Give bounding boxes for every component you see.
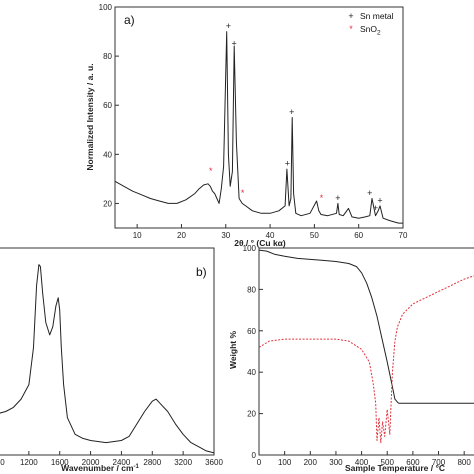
x-tick-label: 300	[329, 458, 343, 467]
y-tick-label: 80	[247, 285, 256, 294]
x-tick-label: 600	[406, 458, 420, 467]
tga-plot-frame	[258, 247, 474, 456]
x-tick-label: 20	[177, 231, 186, 240]
x-tick-label: 2800	[143, 458, 161, 467]
peak-marker: +	[289, 107, 294, 117]
xrd-plot-frame	[114, 6, 404, 229]
tga-x-axis-label: Sample Temperature / °C	[345, 463, 445, 473]
peak-marker: *	[241, 188, 245, 198]
y-tick-label: 20	[103, 199, 112, 208]
xrd-legend: + Sn metal * SnO2	[348, 11, 393, 37]
x-tick-label: 2400	[113, 458, 131, 467]
ir-plot-frame	[0, 247, 215, 456]
x-tick-label: 0	[257, 458, 262, 467]
x-tick-label: 100	[278, 458, 292, 467]
y-tick-label: 100	[99, 3, 113, 12]
x-tick-label: 800	[457, 458, 471, 467]
y-tick-label: 60	[247, 327, 256, 336]
peak-marker: +	[232, 38, 237, 48]
xrd-y-axis-label: Normalized Intensity / a. u.	[85, 63, 95, 170]
peak-marker: +	[377, 195, 382, 205]
xrd-panel-label: a)	[124, 13, 135, 27]
x-tick-label: 800	[0, 458, 5, 467]
x-tick-label: 2000	[82, 458, 100, 467]
legend-marker-sn-metal: +	[348, 11, 353, 21]
y-tick-label: 0	[252, 451, 257, 460]
x-tick-label: 200	[304, 458, 318, 467]
xrd-x-axis-label: 2θ / ° (Cu kα)	[234, 238, 286, 248]
x-tick-label: 30	[221, 231, 230, 240]
peak-marker: *	[320, 193, 324, 203]
x-tick-label: 500	[381, 458, 395, 467]
y-tick-label: 80	[103, 52, 112, 61]
x-tick-label: 1200	[20, 458, 38, 467]
series-line-0	[114, 31, 403, 224]
y-tick-label: 60	[103, 101, 112, 110]
x-tick-label: 1600	[51, 458, 69, 467]
x-tick-label: 40	[266, 231, 275, 240]
series-line-1	[258, 275, 474, 444]
y-tick-label: 40	[247, 368, 256, 377]
peak-marker: +	[285, 159, 290, 169]
tga-y-axis-label: Weight %	[228, 331, 238, 370]
legend-marker-sno2: *	[349, 24, 353, 34]
peak-marker: *	[209, 166, 213, 176]
x-tick-label: 700	[432, 458, 446, 467]
y-tick-label: 40	[103, 150, 112, 159]
peak-marker: +	[226, 21, 231, 31]
x-tick-label: 3600	[205, 458, 223, 467]
x-tick-label: 70	[399, 231, 408, 240]
ir-chart: 800 1200 1600 2000 2400 2800 3200 3600 b) Waven…	[0, 247, 223, 473]
peak-marker: +	[335, 193, 340, 203]
x-tick-label: 3200	[174, 458, 192, 467]
peak-marker: +	[373, 203, 378, 213]
x-tick-label: 10	[133, 231, 142, 240]
ir-x-axis-label: Wavenumber / cm-1	[61, 463, 139, 473]
x-tick-label: 60	[354, 231, 363, 240]
y-tick-label: 100	[243, 244, 257, 253]
series-line-0	[258, 249, 474, 404]
y-tick-label: 20	[247, 410, 256, 419]
x-tick-label: 400	[355, 458, 369, 467]
series-line-0	[0, 264, 215, 454]
legend-label-sno2: SnO2	[360, 24, 381, 37]
legend-label-sn-metal: Sn metal	[360, 11, 394, 21]
x-tick-label: 50	[310, 231, 319, 240]
ir-panel-label: b)	[196, 265, 207, 279]
peak-marker: +	[367, 188, 372, 198]
tga-chart: 0 100 200 300 400 500 600 700 800 0 20 40 60 80 100 We…	[228, 244, 474, 473]
